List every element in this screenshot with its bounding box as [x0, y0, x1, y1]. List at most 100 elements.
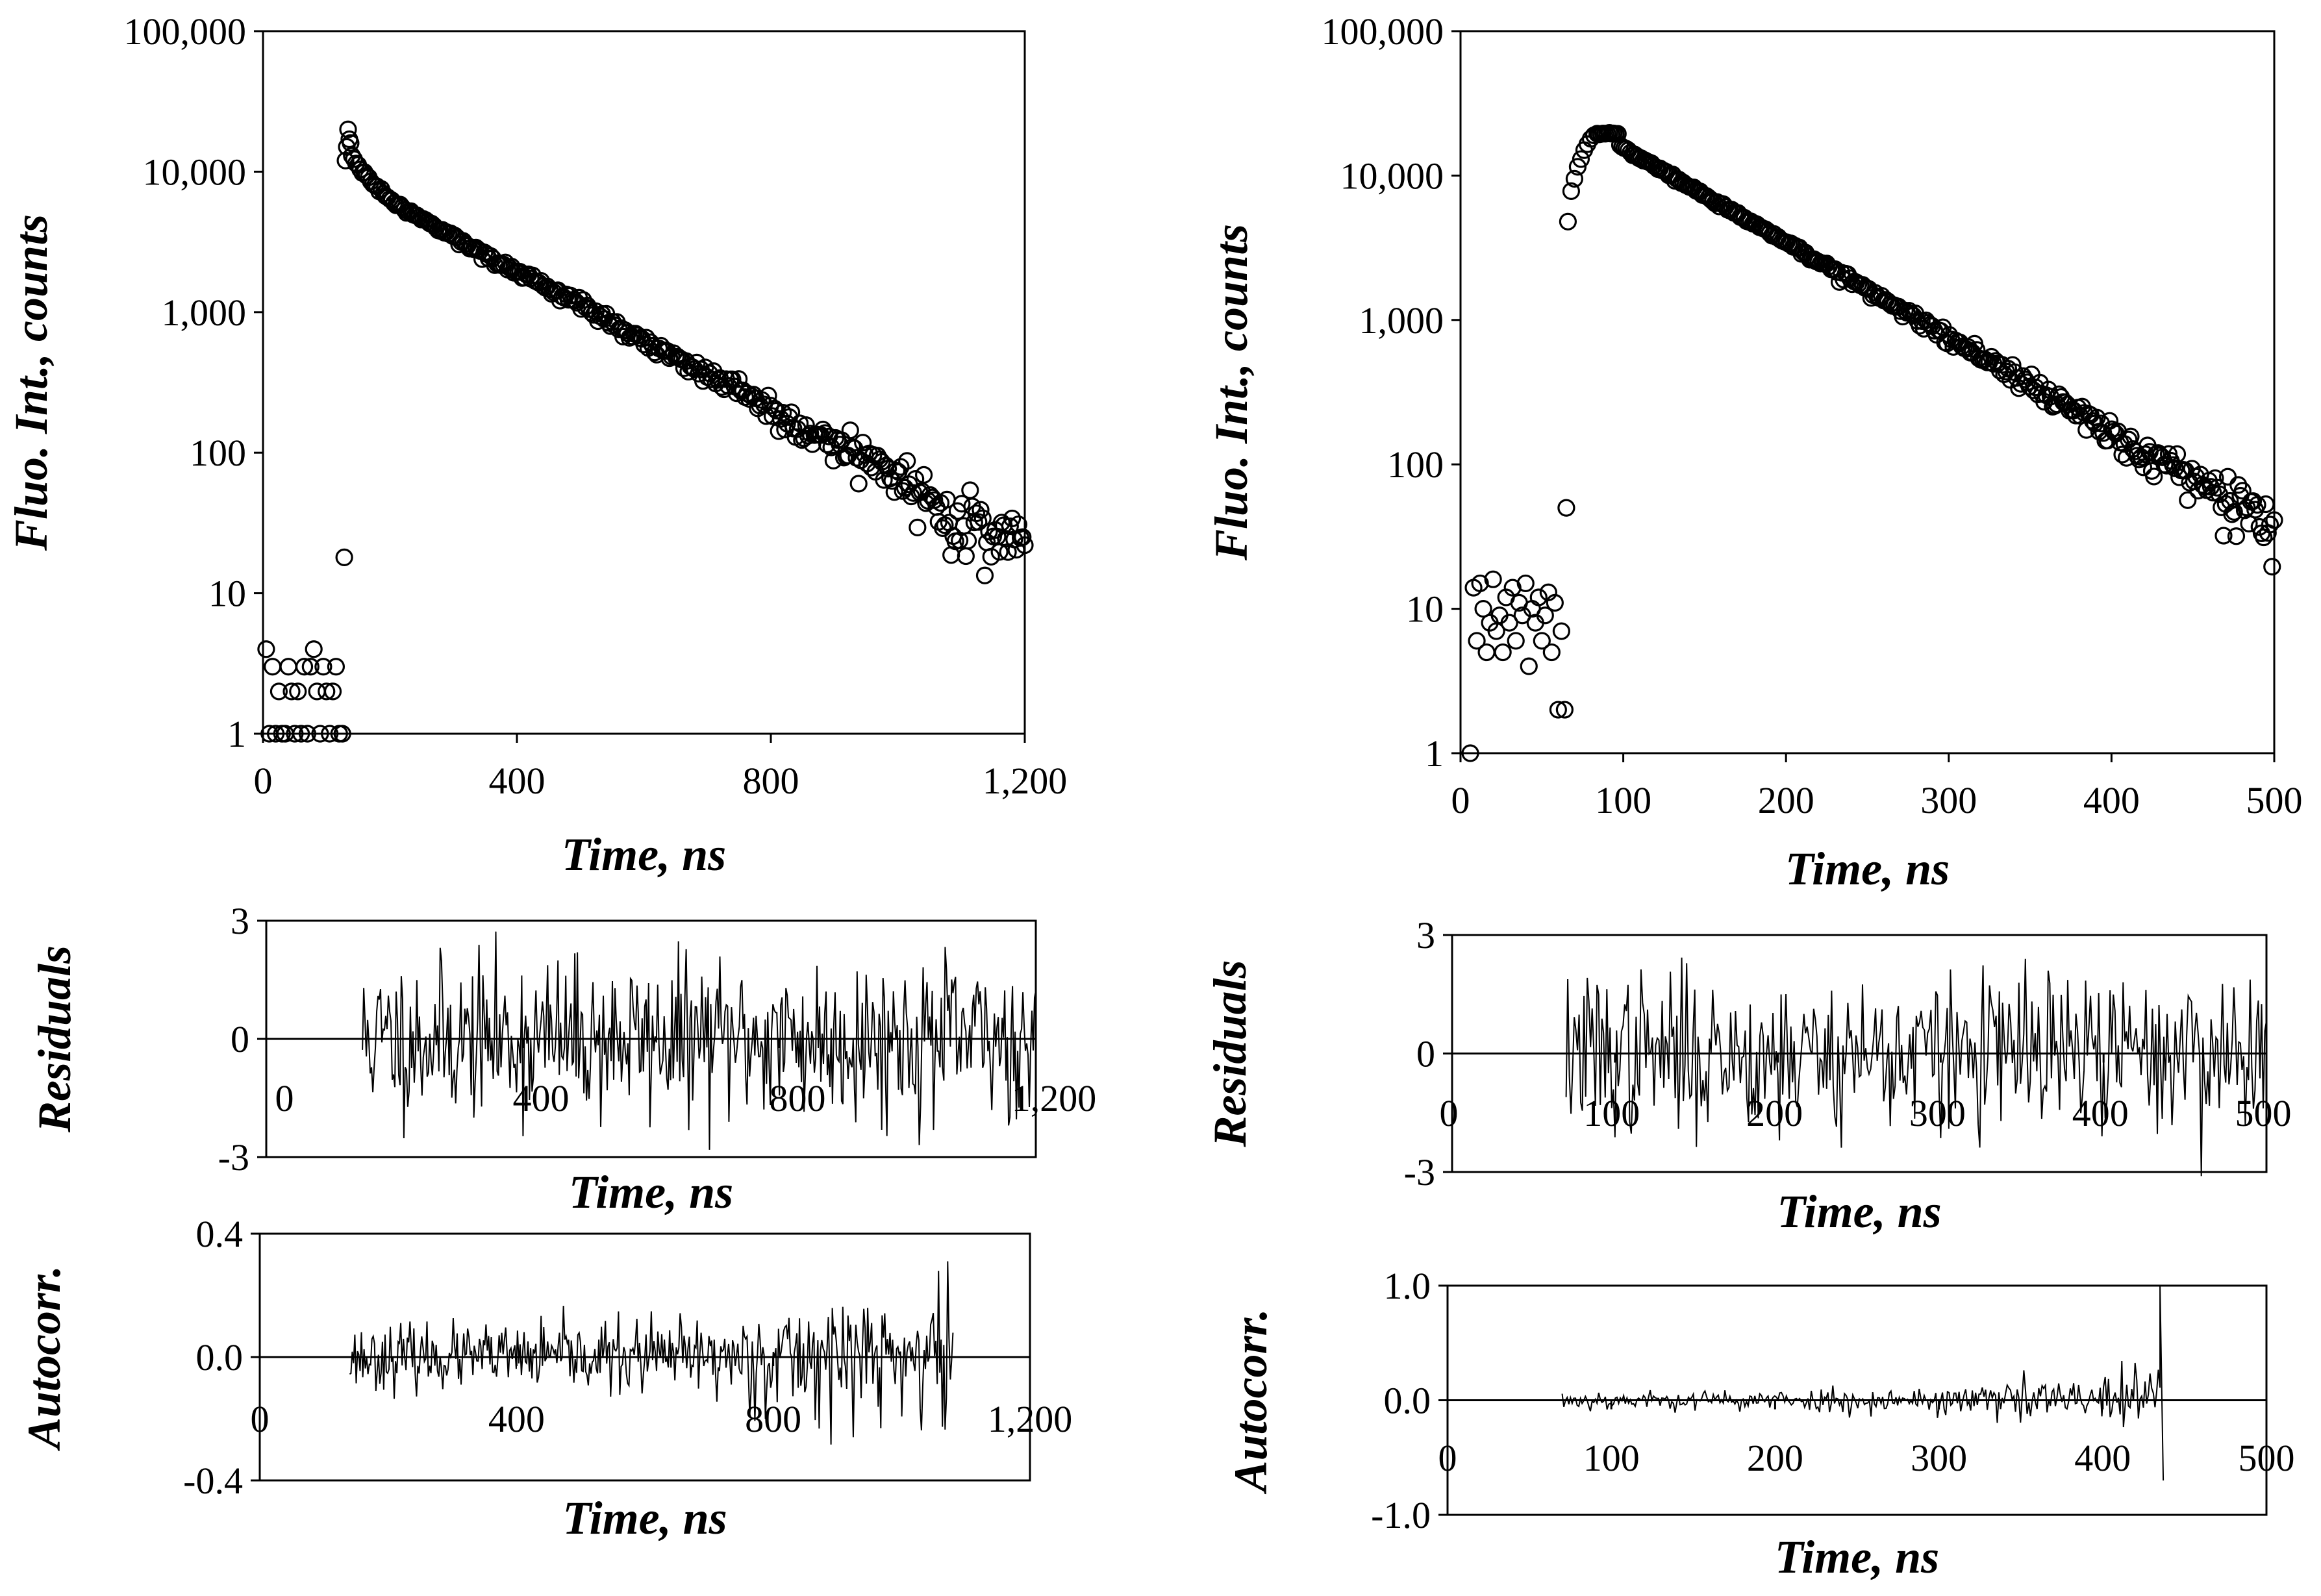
data-point: [1520, 657, 1538, 675]
data-point: [683, 358, 702, 377]
data-point: [1533, 632, 1551, 650]
data-point: [887, 462, 906, 480]
data-point: [311, 725, 329, 743]
x-axis-title: Time, ns: [562, 829, 726, 880]
x-tick-label: 0: [1438, 1437, 1457, 1479]
x-axis-title: Time, ns: [569, 1166, 733, 1218]
data-point: [1484, 570, 1502, 588]
data-point: [970, 513, 988, 531]
y-tick-label: 10,000: [1340, 155, 1444, 197]
data-point: [2244, 492, 2263, 510]
y-axis-title: Autocorr.: [18, 1266, 70, 1451]
y-tick-label: -1.0: [1371, 1494, 1431, 1536]
data-point: [305, 640, 323, 658]
data-point: [799, 427, 818, 445]
data-point: [1468, 632, 1486, 650]
data-point: [1549, 701, 1567, 719]
x-tick-label: 300: [1920, 779, 1977, 821]
data-point: [2039, 380, 2057, 399]
x-tick-label: 0: [251, 1398, 270, 1440]
data-point: [2257, 495, 2275, 514]
y-tick-label: 0: [231, 1018, 249, 1060]
y-tick-label: 100,000: [1322, 10, 1444, 53]
data-point: [323, 682, 342, 701]
data-point: [961, 481, 979, 499]
data-point: [1494, 643, 1512, 662]
data-point: [289, 682, 307, 701]
data-point: [2225, 503, 2243, 521]
data-point: [2168, 445, 2187, 463]
data-point: [1555, 701, 1574, 719]
data-point: [339, 120, 357, 138]
data-point: [953, 495, 971, 513]
data-point: [660, 349, 679, 368]
data-point: [2265, 511, 2283, 529]
data-point: [2223, 505, 2241, 523]
y-axis-title: Fluo. Int., counts: [1205, 224, 1257, 561]
x-tick-label: 400: [2083, 779, 2140, 821]
y-tick-label: -3: [218, 1136, 249, 1178]
y-tick-label: 0.0: [1384, 1380, 1431, 1422]
y-tick-label: 100: [1387, 443, 1444, 486]
data-point: [885, 483, 903, 501]
x-tick-label: 1,200: [983, 760, 1068, 802]
data-point: [1542, 643, 1561, 662]
data-point: [1516, 574, 1535, 593]
x-tick-label: 0: [254, 760, 273, 802]
data-point: [892, 458, 910, 476]
data-point: [972, 501, 990, 519]
data-point: [333, 725, 351, 743]
data-point: [1014, 528, 1032, 546]
x-tick-label: 100: [1595, 779, 1651, 821]
data-point: [327, 658, 345, 676]
data-point: [2263, 558, 2281, 576]
x-tick-label: 0: [1440, 1092, 1459, 1134]
y-tick-label: -3: [1404, 1151, 1435, 1193]
data-point: [286, 725, 304, 743]
plot-frame: [262, 30, 1026, 735]
y-axis-title: Residuals: [1204, 960, 1256, 1147]
data-point: [898, 452, 916, 470]
x-tick-label: 300: [1911, 1437, 1967, 1479]
data-point: [257, 640, 275, 658]
x-tick-label: 200: [1758, 779, 1814, 821]
x-tick-label: 300: [1909, 1092, 1966, 1134]
data-point: [2214, 527, 2233, 545]
data-point: [298, 725, 317, 743]
data-point: [2233, 482, 2252, 500]
data-point: [1562, 182, 1581, 200]
data-point: [1016, 536, 1034, 555]
data-point: [959, 532, 977, 550]
y-tick-label: 10: [208, 573, 246, 615]
data-point: [2248, 495, 2266, 514]
data-point: [957, 547, 975, 566]
y-tick-label: 1,000: [162, 292, 247, 334]
data-point: [730, 370, 748, 388]
data-point: [321, 725, 339, 743]
y-tick-label: 100,000: [124, 10, 247, 53]
data-point: [1474, 599, 1492, 618]
data-point: [1003, 509, 1022, 528]
data-point: [1552, 622, 1570, 640]
x-tick-label: 200: [1747, 1437, 1803, 1479]
data-point: [841, 421, 859, 440]
x-tick-label: 800: [743, 760, 799, 802]
data-point: [2206, 469, 2224, 488]
data-point: [2003, 356, 2022, 374]
residuals-trace: [1565, 957, 2267, 1177]
data-point: [1009, 515, 1027, 534]
residuals-trace: [362, 931, 1036, 1150]
data-point: [279, 658, 297, 676]
x-tick-label: 400: [2074, 1437, 2131, 1479]
panel-left_autocorr: -0.4 0.0 0.4 0 400 800 1,200 Time, ns Autocorr.: [18, 1213, 1072, 1544]
decay-points: [1461, 124, 2283, 762]
panel-right_autocorr: -1.0 0.0 1.0 0 100 200 300 400 500 Time, ns Autoco…: [1225, 1265, 2295, 1583]
autocorrelation-trace: [1561, 1285, 2164, 1481]
y-tick-label: 10,000: [143, 151, 247, 193]
data-point: [282, 682, 301, 701]
x-tick-label: 500: [2239, 1437, 2295, 1479]
data-point: [1471, 574, 1489, 593]
x-tick-label: 400: [513, 1077, 570, 1119]
data-point: [1529, 588, 1548, 606]
